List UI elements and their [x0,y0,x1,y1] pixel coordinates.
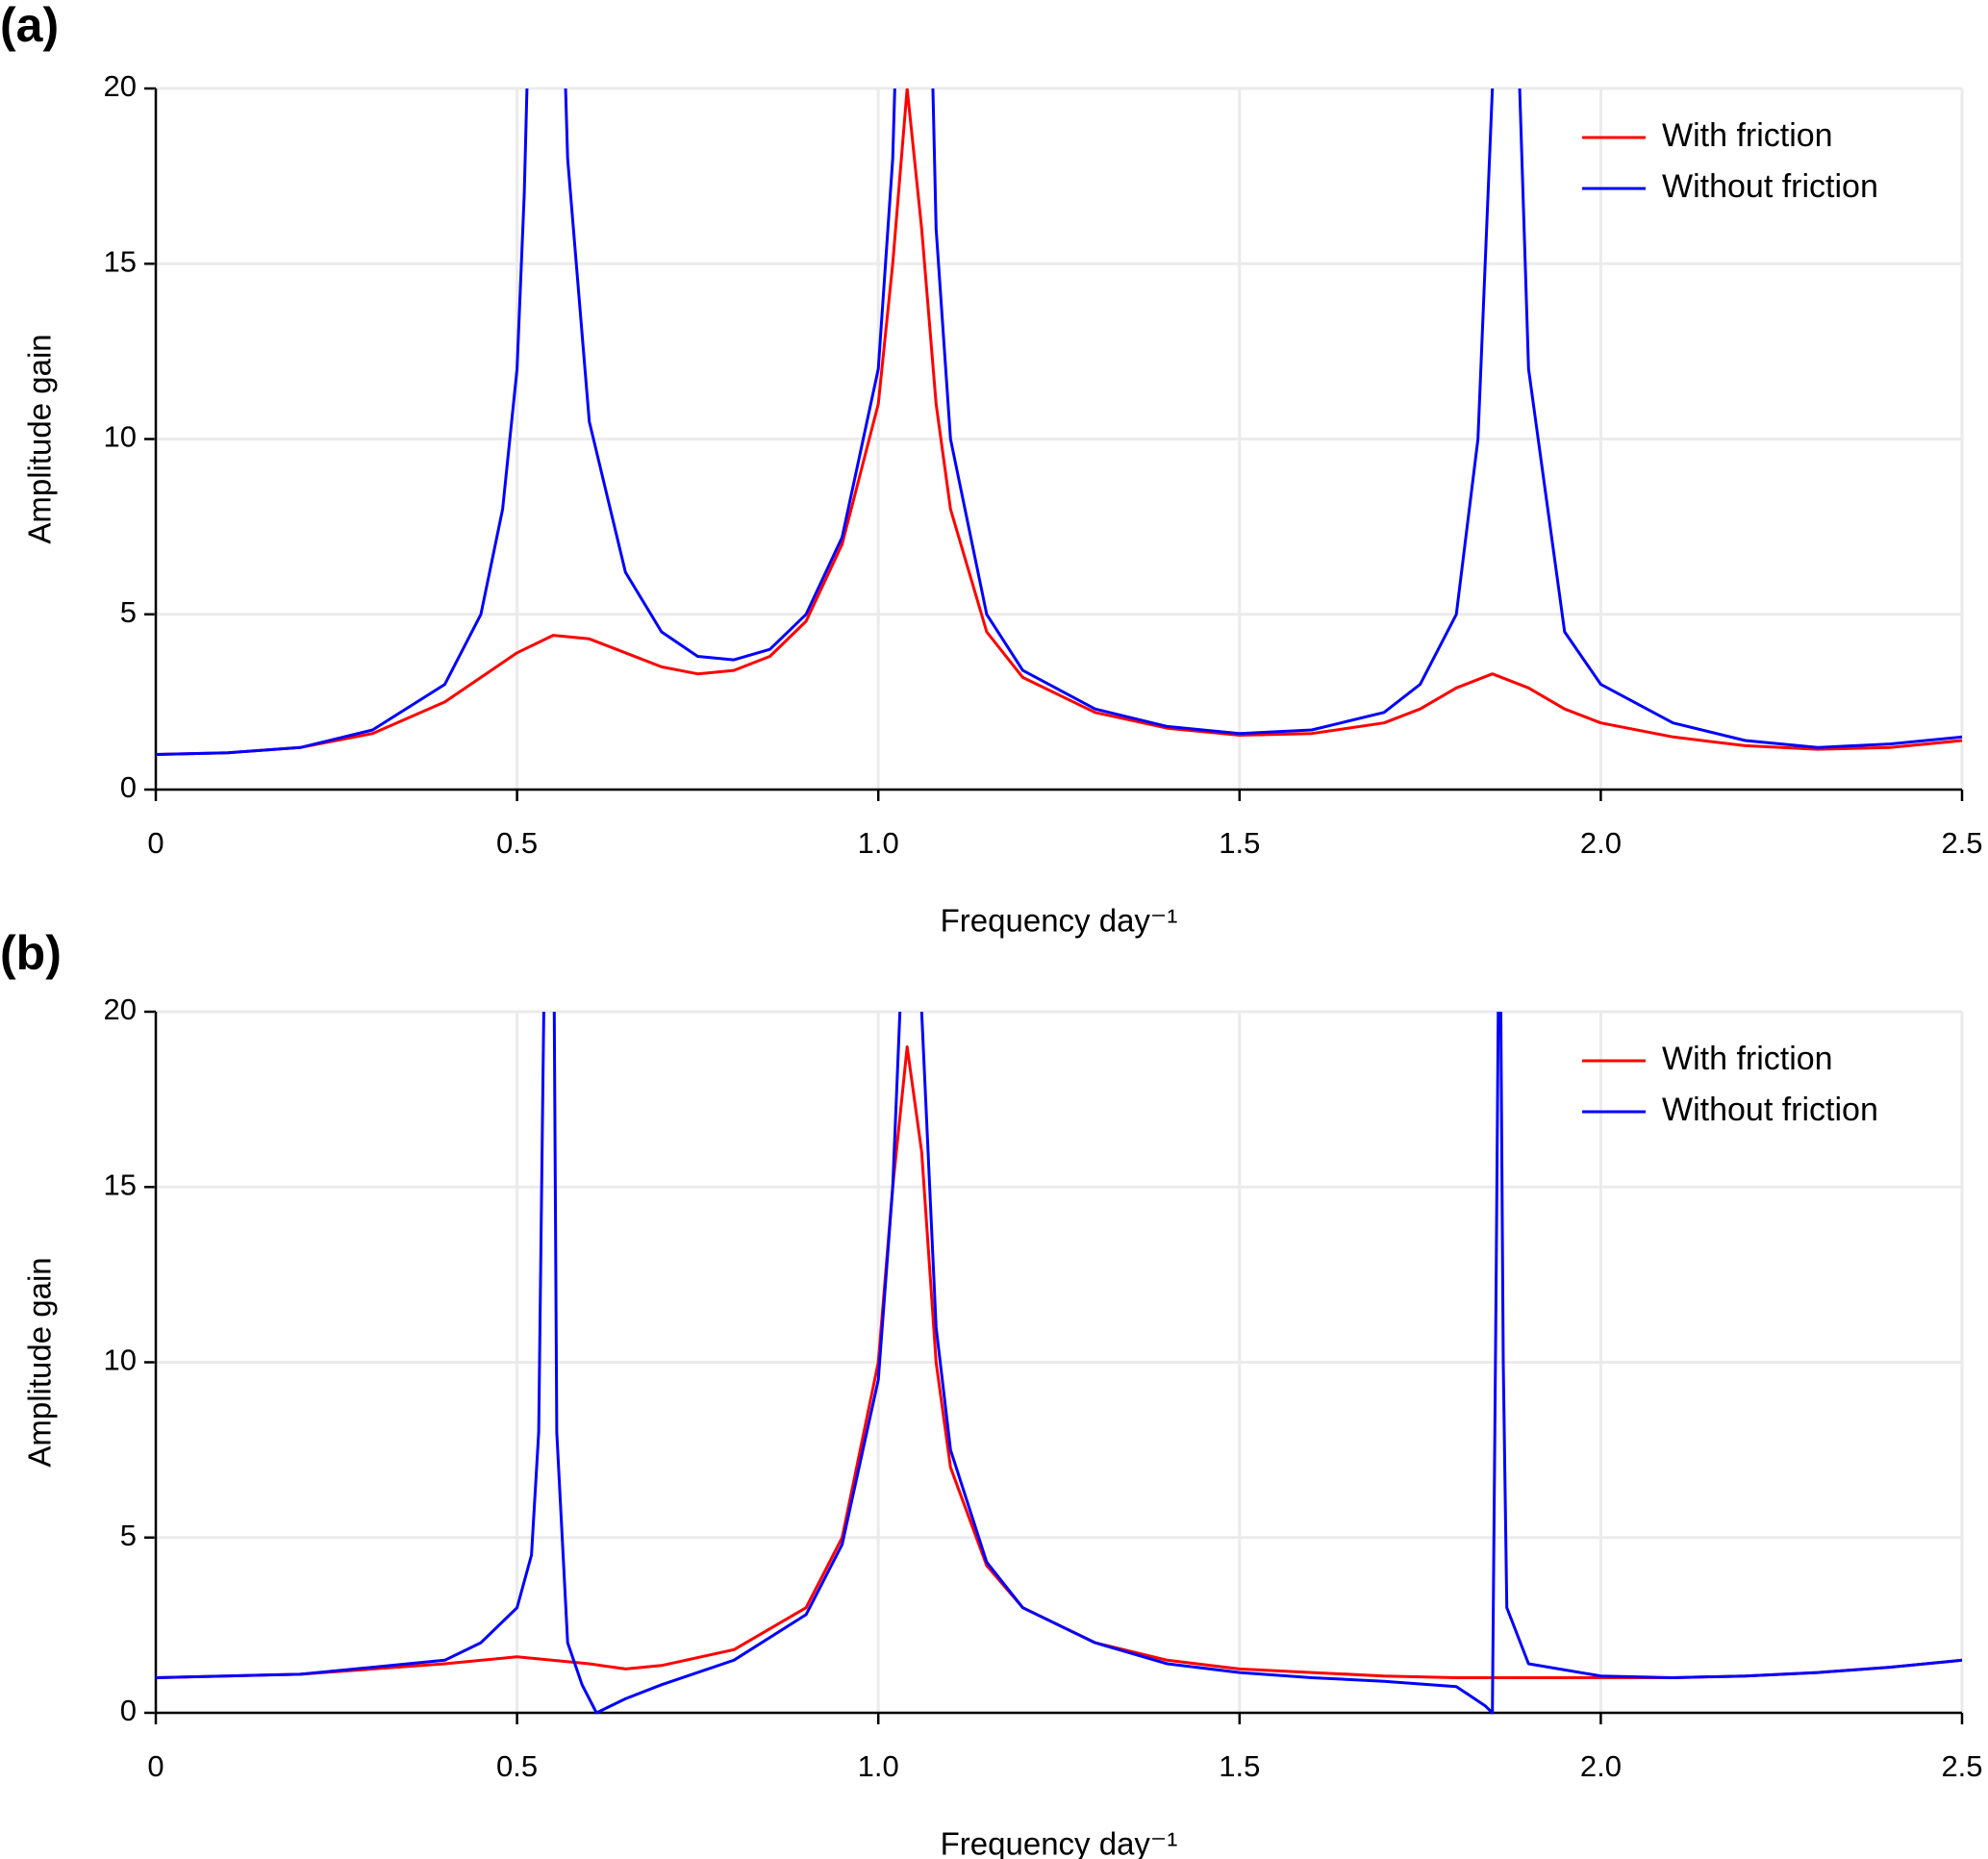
y-tick-label: 5 [120,595,137,629]
x-tick-label: 1.5 [1219,826,1260,860]
x-tick-label: 2.5 [1941,826,1982,860]
y-tick-label: 10 [104,420,137,454]
y-tick-label: 15 [104,1168,137,1201]
x-axis-label: Frequency day⁻¹ [941,903,1178,939]
y-axis-label: Amplitude gain [22,334,58,543]
x-tick-label: 0 [147,826,164,860]
y-axis-label: Amplitude gain [22,1257,58,1467]
panel-label: (b) [0,926,62,980]
chart: (b) 0 5 10 15 20 0 0.5 1.0 1.5 2.0 2.5 Frequency day… [0,926,1983,1859]
x-tick-label: 2.5 [1941,1749,1982,1783]
y-tick-label: 0 [120,1694,137,1727]
x-tick-label: 1.0 [858,826,899,860]
line [156,1012,1962,1715]
legend-label: With friction [1662,117,1833,154]
legend-label: Without friction [1662,1092,1878,1128]
legend-label: Without friction [1662,168,1878,205]
y-tick-label: 5 [120,1519,137,1552]
x-tick-label: 2.0 [1580,826,1622,860]
line [156,88,1962,756]
line [156,88,1962,756]
y-tick-label: 20 [104,992,137,1026]
chart: (a) 0 5 10 15 20 0 0.5 1.0 1.5 2.0 2.5 Frequency day… [0,0,1983,939]
legend-label: With friction [1662,1041,1833,1077]
panel-label: (a) [0,0,59,52]
x-tick-label: 0.5 [496,826,538,860]
x-tick-label: 1.5 [1219,1749,1260,1783]
x-axis-label: Frequency day⁻¹ [941,1826,1178,1859]
line [156,1045,1962,1679]
x-tick-label: 1.0 [858,1749,899,1783]
y-tick-label: 0 [120,770,137,804]
y-tick-label: 20 [104,69,137,103]
y-tick-label: 15 [104,244,137,278]
x-tick-label: 0 [147,1749,164,1783]
x-tick-label: 0.5 [496,1749,538,1783]
x-tick-label: 2.0 [1580,1749,1622,1783]
y-tick-label: 10 [104,1344,137,1377]
